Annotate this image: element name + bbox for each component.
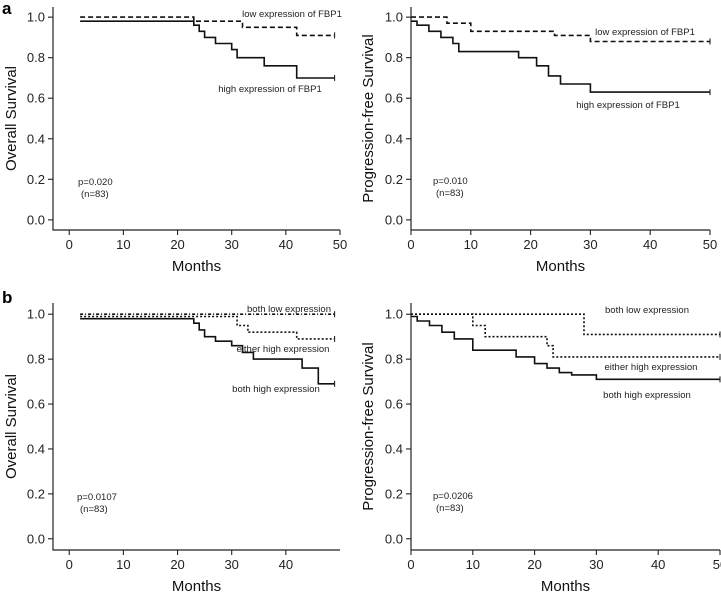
x-axis-title: Months (172, 578, 221, 595)
series-label: both low expression (247, 304, 331, 315)
x-tick-label: 0 (407, 237, 414, 252)
sample-size: (n=83) (80, 504, 108, 515)
y-tick-label: 0.8 (27, 352, 45, 367)
x-tick-label: 50 (713, 557, 721, 572)
survival-curve-2 (411, 20, 710, 93)
series-label: high expression of FBP1 (218, 84, 322, 95)
x-tick-label: 30 (224, 557, 238, 572)
y-tick-label: 0.0 (385, 212, 403, 227)
x-axis-title: Months (541, 578, 590, 595)
y-tick-label: 0.4 (27, 441, 45, 456)
x-tick-label: 30 (224, 237, 238, 252)
survival-curve-1 (411, 313, 720, 336)
x-tick-label: 20 (523, 237, 537, 252)
p-value: p=0.010 (433, 176, 468, 187)
y-tick-label: 0.2 (385, 172, 403, 187)
survival-curve-2 (80, 315, 335, 340)
y-tick-label: 0.4 (385, 441, 403, 456)
series-label: both high expression (603, 390, 691, 401)
x-tick-label: 50 (333, 237, 347, 252)
chart-panel-3: 0.0 0.2 0.4 0.6 0.8 1.0 0 10 20 30 40 Months Overall… (3, 303, 340, 595)
x-tick-label: 20 (170, 557, 184, 572)
survival-curve-1 (80, 16, 335, 37)
chart-panel-4: 0.0 0.2 0.4 0.6 0.8 1.0 0 10 20 30 40 50 Months Progr… (360, 303, 721, 595)
series-label: high expression of FBP1 (576, 100, 680, 111)
y-tick-label: 0.2 (385, 486, 403, 501)
x-tick-label: 10 (466, 557, 480, 572)
y-tick-label: 0.2 (27, 172, 45, 187)
y-axis-title: Overall Survival (3, 66, 20, 171)
series-label: either high expression (605, 362, 698, 373)
p-value: p=0.020 (78, 177, 113, 188)
x-tick-label: 20 (170, 237, 184, 252)
y-tick-label: 1.0 (27, 10, 45, 25)
x-tick-label: 40 (651, 557, 665, 572)
y-tick-label: 0.8 (27, 50, 45, 65)
sample-size: (n=83) (436, 503, 464, 514)
x-axis-title: Months (172, 258, 221, 275)
survival-curve-2 (411, 313, 720, 358)
x-tick-label: 40 (643, 237, 657, 252)
p-value: p=0.0206 (433, 491, 473, 502)
survival-curve-3 (411, 315, 720, 381)
y-tick-label: 0.6 (27, 397, 45, 412)
x-tick-label: 30 (583, 237, 597, 252)
panel-letter-a: a (2, 0, 12, 18)
p-value: p=0.0107 (77, 492, 117, 503)
sample-size: (n=83) (81, 189, 109, 200)
survival-curve-1 (411, 16, 710, 43)
series-label: both high expression (232, 384, 320, 395)
sample-size: (n=83) (436, 188, 464, 199)
y-tick-label: 0.6 (385, 397, 403, 412)
survival-curve-2 (80, 20, 335, 79)
axis-frame (52, 303, 340, 551)
y-tick-label: 0.6 (385, 91, 403, 106)
x-tick-label: 30 (589, 557, 603, 572)
y-tick-label: 0.8 (385, 352, 403, 367)
y-tick-label: 0.4 (385, 131, 403, 146)
y-tick-label: 0.0 (27, 212, 45, 227)
y-tick-label: 0.8 (385, 50, 403, 65)
y-tick-label: 1.0 (385, 10, 403, 25)
y-tick-label: 0.4 (27, 131, 45, 146)
x-tick-label: 10 (116, 557, 130, 572)
y-tick-label: 0.2 (27, 486, 45, 501)
x-tick-label: 40 (279, 557, 293, 572)
series-label: low expression of FBP1 (242, 9, 342, 20)
series-label: either high expression (237, 344, 330, 355)
panel-letter-b: b (2, 288, 12, 307)
y-axis-title: Progression-free Survival (360, 34, 377, 202)
x-tick-label: 40 (279, 237, 293, 252)
series-label: both low expression (605, 305, 689, 316)
x-tick-label: 20 (527, 557, 541, 572)
x-tick-label: 0 (66, 557, 73, 572)
chart-panel-1: 0.0 0.2 0.4 0.6 0.8 1.0 0 10 20 30 40 50 Months Overa… (3, 7, 347, 275)
axis-frame (52, 7, 340, 231)
y-tick-label: 0.6 (27, 91, 45, 106)
y-tick-label: 0.0 (385, 531, 403, 546)
survival-curve-3 (80, 317, 335, 385)
y-axis-title: Overall Survival (3, 374, 20, 479)
y-tick-label: 0.0 (27, 531, 45, 546)
x-tick-label: 0 (66, 237, 73, 252)
x-axis-title: Months (536, 258, 585, 275)
x-tick-label: 10 (116, 237, 130, 252)
y-axis-title: Progression-free Survival (360, 342, 377, 510)
x-tick-label: 50 (703, 237, 717, 252)
series-label: low expression of FBP1 (595, 27, 695, 38)
x-tick-label: 0 (407, 557, 414, 572)
chart-panel-2: 0.0 0.2 0.4 0.6 0.8 1.0 0 10 20 30 40 50 Months Progr… (360, 7, 717, 275)
y-tick-label: 1.0 (27, 307, 45, 322)
x-tick-label: 10 (464, 237, 478, 252)
y-tick-label: 1.0 (385, 307, 403, 322)
